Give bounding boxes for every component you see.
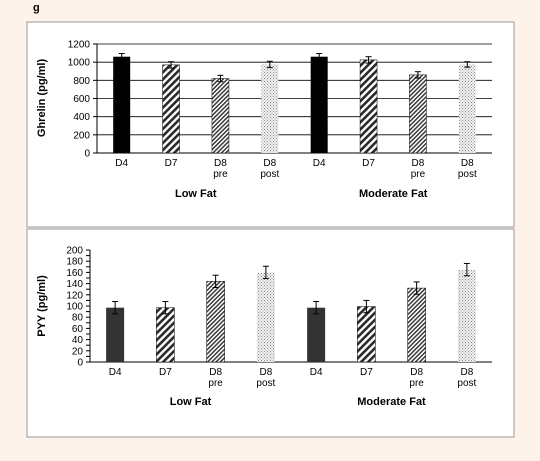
bar [409, 74, 427, 154]
bar [307, 307, 326, 362]
bar [162, 64, 180, 154]
x-category-label: D7 [360, 367, 373, 378]
bar [206, 281, 225, 363]
x-category-label: D8 [461, 158, 474, 169]
ghrelin-chart: Ghrelin (pg/ml) 0 200 400 600 800 1000 1200 D4 D7… [36, 40, 492, 200]
bar [211, 78, 230, 154]
y-tick-label: 0 [77, 358, 83, 369]
x-category-label: post [457, 378, 476, 389]
bar [407, 287, 426, 363]
y-tick-label: 1000 [68, 58, 91, 69]
x-category-label: pre [213, 169, 228, 180]
x-category-label: D8 [263, 158, 276, 169]
x-category-label: D4 [109, 367, 122, 378]
bar [359, 59, 378, 154]
x-category-label: D4 [313, 158, 326, 169]
y-tick-label: 1200 [68, 40, 91, 51]
y-tick-label: 600 [73, 94, 90, 105]
y-tick-label: 200 [66, 246, 83, 257]
group-label: Low Fat [170, 396, 212, 408]
x-category-label: post [260, 169, 279, 180]
bar [261, 64, 279, 153]
y-tick-label: 120 [66, 290, 83, 301]
corner-mark: g [33, 2, 40, 14]
group-label: Moderate Fat [359, 188, 428, 200]
x-category-label: D8 [410, 367, 423, 378]
bar [310, 56, 328, 153]
x-category-label: pre [411, 169, 426, 180]
x-category-label: D7 [165, 158, 178, 169]
bar [256, 272, 275, 362]
y-tick-label: 180 [66, 257, 83, 268]
y-tick-label: 400 [73, 112, 90, 123]
group-label: Moderate Fat [357, 396, 426, 408]
x-category-label: D8 [259, 367, 272, 378]
x-category-label: D8 [214, 158, 227, 169]
y-tick-label: 100 [66, 302, 83, 313]
y-tick-label: 80 [72, 313, 84, 324]
y-tick-label: 0 [84, 149, 90, 160]
y-tick-label: 800 [73, 76, 90, 87]
bar [357, 306, 376, 363]
y-axis-label: Ghrelin (pg/ml) [36, 59, 48, 138]
x-category-label: pre [409, 378, 424, 389]
x-category-label: D8 [460, 367, 473, 378]
bar [106, 307, 125, 362]
y-tick-label: 140 [66, 279, 83, 290]
y-axis-label: PYY (pg/ml) [36, 275, 48, 337]
bar [457, 269, 476, 362]
x-category-label: post [458, 169, 477, 180]
x-category-label: D4 [115, 158, 128, 169]
bar [458, 64, 476, 153]
x-category-label: D7 [159, 367, 172, 378]
bar [113, 56, 131, 153]
y-tick-label: 40 [72, 335, 84, 346]
x-category-label: D8 [209, 367, 222, 378]
y-tick-label: 20 [72, 346, 84, 357]
x-category-label: D8 [412, 158, 425, 169]
y-tick-label: 160 [66, 268, 83, 279]
x-category-label: pre [208, 378, 223, 389]
bar [156, 307, 175, 363]
x-category-label: post [256, 378, 275, 389]
x-category-label: D7 [362, 158, 375, 169]
y-tick-label: 200 [73, 130, 90, 141]
x-category-label: D4 [310, 367, 323, 378]
group-label: Low Fat [175, 188, 217, 200]
y-tick-label: 60 [72, 324, 84, 335]
